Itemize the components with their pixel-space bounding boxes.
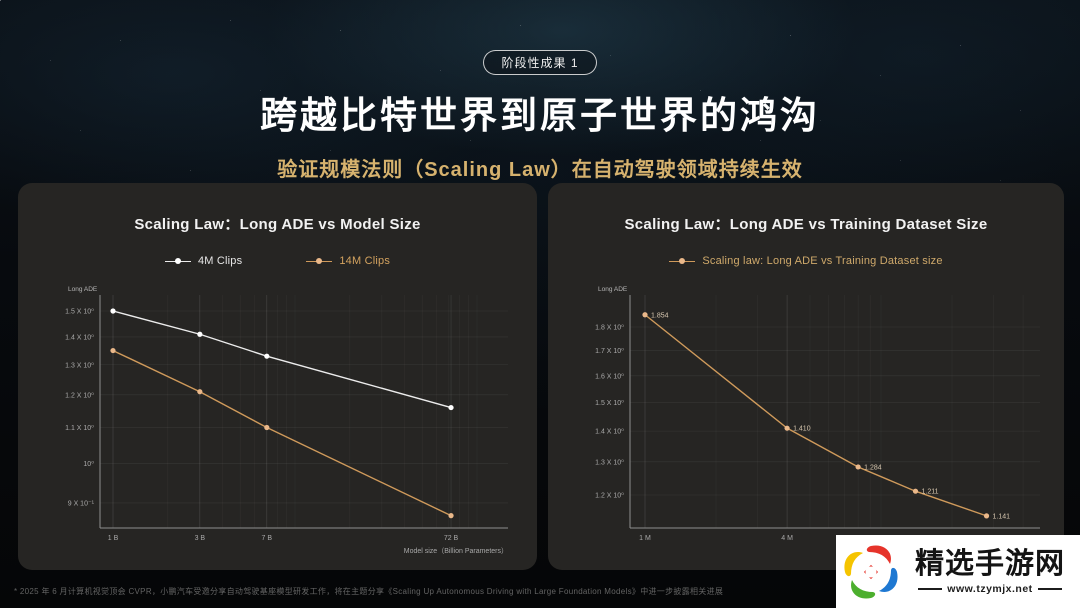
y-axis-title: Long ADE xyxy=(68,286,98,293)
data-point-label: 1.284 xyxy=(864,464,882,471)
legend-item: 4M Clips xyxy=(164,255,243,267)
right-chart-title: Scaling Law：Long ADE vs Training Dataset… xyxy=(624,216,988,233)
legend-label: 4M Clips xyxy=(197,255,243,267)
y-tick-label: 1.3 X 10⁰ xyxy=(595,458,624,466)
chart-panel-dataset-size: Scaling Law：Long ADE vs Training Dataset… xyxy=(548,183,1064,570)
series-line xyxy=(112,349,452,517)
data-point xyxy=(642,312,648,318)
left-chart-svg: 1.5 X 10⁰ 1.4 X 10⁰ 1.3 X 10⁰ 1.2 X 10⁰ 1.1 … xyxy=(65,286,508,555)
y-tick-label: 1.4 X 10⁰ xyxy=(595,428,624,436)
x-tick-label: 3 B xyxy=(195,535,206,542)
legend-label: 14M Clips xyxy=(339,255,391,267)
data-point xyxy=(197,389,203,395)
watermark-site-name: 精选手游网 xyxy=(914,548,1065,581)
y-tick-label: 1.8 X 10⁰ xyxy=(595,324,624,332)
data-point xyxy=(448,404,454,411)
data-point-label: 1.854 xyxy=(651,312,669,319)
series-line xyxy=(644,314,987,517)
y-tick-label: 10⁰ xyxy=(83,460,94,468)
data-point xyxy=(448,513,454,519)
data-point xyxy=(912,488,919,494)
y-tick-label: 1.2 X 10⁰ xyxy=(595,491,624,499)
legend-marker-dot xyxy=(679,258,686,264)
data-point xyxy=(197,331,203,337)
y-tick-label: 1.2 X 10⁰ xyxy=(65,391,94,399)
legend-item: Scaling law: Long ADE vs Training Datase… xyxy=(669,255,942,267)
right-chart-svg: 1.8 X 10⁰ 1.7 X 10⁰ 1.6 X 10⁰ 1.5 X 10⁰ 1.4 … xyxy=(595,286,1040,542)
legend-marker-dot xyxy=(174,258,181,264)
data-point-label: 1.211 xyxy=(921,489,938,496)
watermark-url-row: www.tzymjx.net xyxy=(918,582,1062,595)
data-point xyxy=(110,308,116,314)
y-tick-label: 1.5 X 10⁰ xyxy=(65,308,94,316)
legend-marker-dot xyxy=(316,258,323,264)
y-tick-label: 1.6 X 10⁰ xyxy=(595,372,624,380)
page-title: 跨越比特世界到原子世界的鸿沟 xyxy=(260,95,820,136)
y-tick-label: 1.3 X 10⁰ xyxy=(65,361,94,369)
y-tick-label: 9 X 10⁻¹ xyxy=(68,500,95,507)
x-tick-label: 4 M xyxy=(781,535,793,542)
y-axis-title: Long ADE xyxy=(598,286,628,293)
slide-header: 阶段性成果 1 跨越比特世界到原子世界的鸿沟 验证规模法则（Scaling La… xyxy=(0,0,1080,182)
background-speckles xyxy=(0,0,1,1)
data-point xyxy=(983,513,990,519)
data-point xyxy=(855,464,861,470)
x-tick-label: 7 B xyxy=(262,535,273,542)
chart-panel-model-size: Scaling Law：Long ADE vs Model Size 4M Cl… xyxy=(18,183,537,570)
x-tick-label: 1 M xyxy=(639,535,651,542)
watermark: 精选手游网 www.tzymjx.net xyxy=(836,535,1080,608)
data-point xyxy=(110,347,116,354)
watermark-site-url: www.tzymjx.net xyxy=(947,582,1033,595)
data-point xyxy=(264,353,270,359)
x-tick-label: 72 B xyxy=(444,535,459,542)
y-tick-label: 1.7 X 10⁰ xyxy=(595,347,624,355)
left-chart-legend: 4M Clips 14M Clips xyxy=(18,255,537,267)
y-tick-label: 1.4 X 10⁰ xyxy=(65,333,94,341)
right-chart-legend: Scaling law: Long ADE vs Training Datase… xyxy=(548,255,1064,267)
stage-badge: 阶段性成果 1 xyxy=(483,50,597,75)
legend-marker-icon xyxy=(669,258,696,265)
data-point xyxy=(784,425,790,431)
pinwheel-logo-icon xyxy=(844,544,898,599)
legend-marker-icon xyxy=(306,258,333,265)
legend-label: Scaling law: Long ADE vs Training Datase… xyxy=(702,255,943,267)
watermark-dash-left xyxy=(918,587,943,590)
data-point-label: 1.141 xyxy=(993,513,1011,520)
y-tick-label: 1.1 X 10⁰ xyxy=(65,424,94,432)
left-chart-title: Scaling Law：Long ADE vs Model Size xyxy=(134,216,421,233)
y-tick-label: 1.5 X 10⁰ xyxy=(595,399,624,407)
x-tick-label: 1 B xyxy=(108,535,119,542)
series-line xyxy=(112,310,452,409)
page-subtitle: 验证规模法则（Scaling Law）在自动驾驶领域持续生效 xyxy=(277,159,803,181)
data-point-label: 1.410 xyxy=(793,426,811,433)
watermark-text: 精选手游网 www.tzymjx.net xyxy=(904,548,1076,594)
data-point xyxy=(264,424,270,431)
footnote: * 2025 年 6 月计算机视觉顶会 CVPR，小鹏汽车受邀分享自动驾驶基座模… xyxy=(14,587,724,596)
x-axis-title: Model size（Billion Parameters） xyxy=(404,547,508,555)
watermark-dash-right xyxy=(1037,587,1062,590)
legend-marker-icon xyxy=(164,258,191,265)
legend-item: 14M Clips xyxy=(306,255,390,267)
